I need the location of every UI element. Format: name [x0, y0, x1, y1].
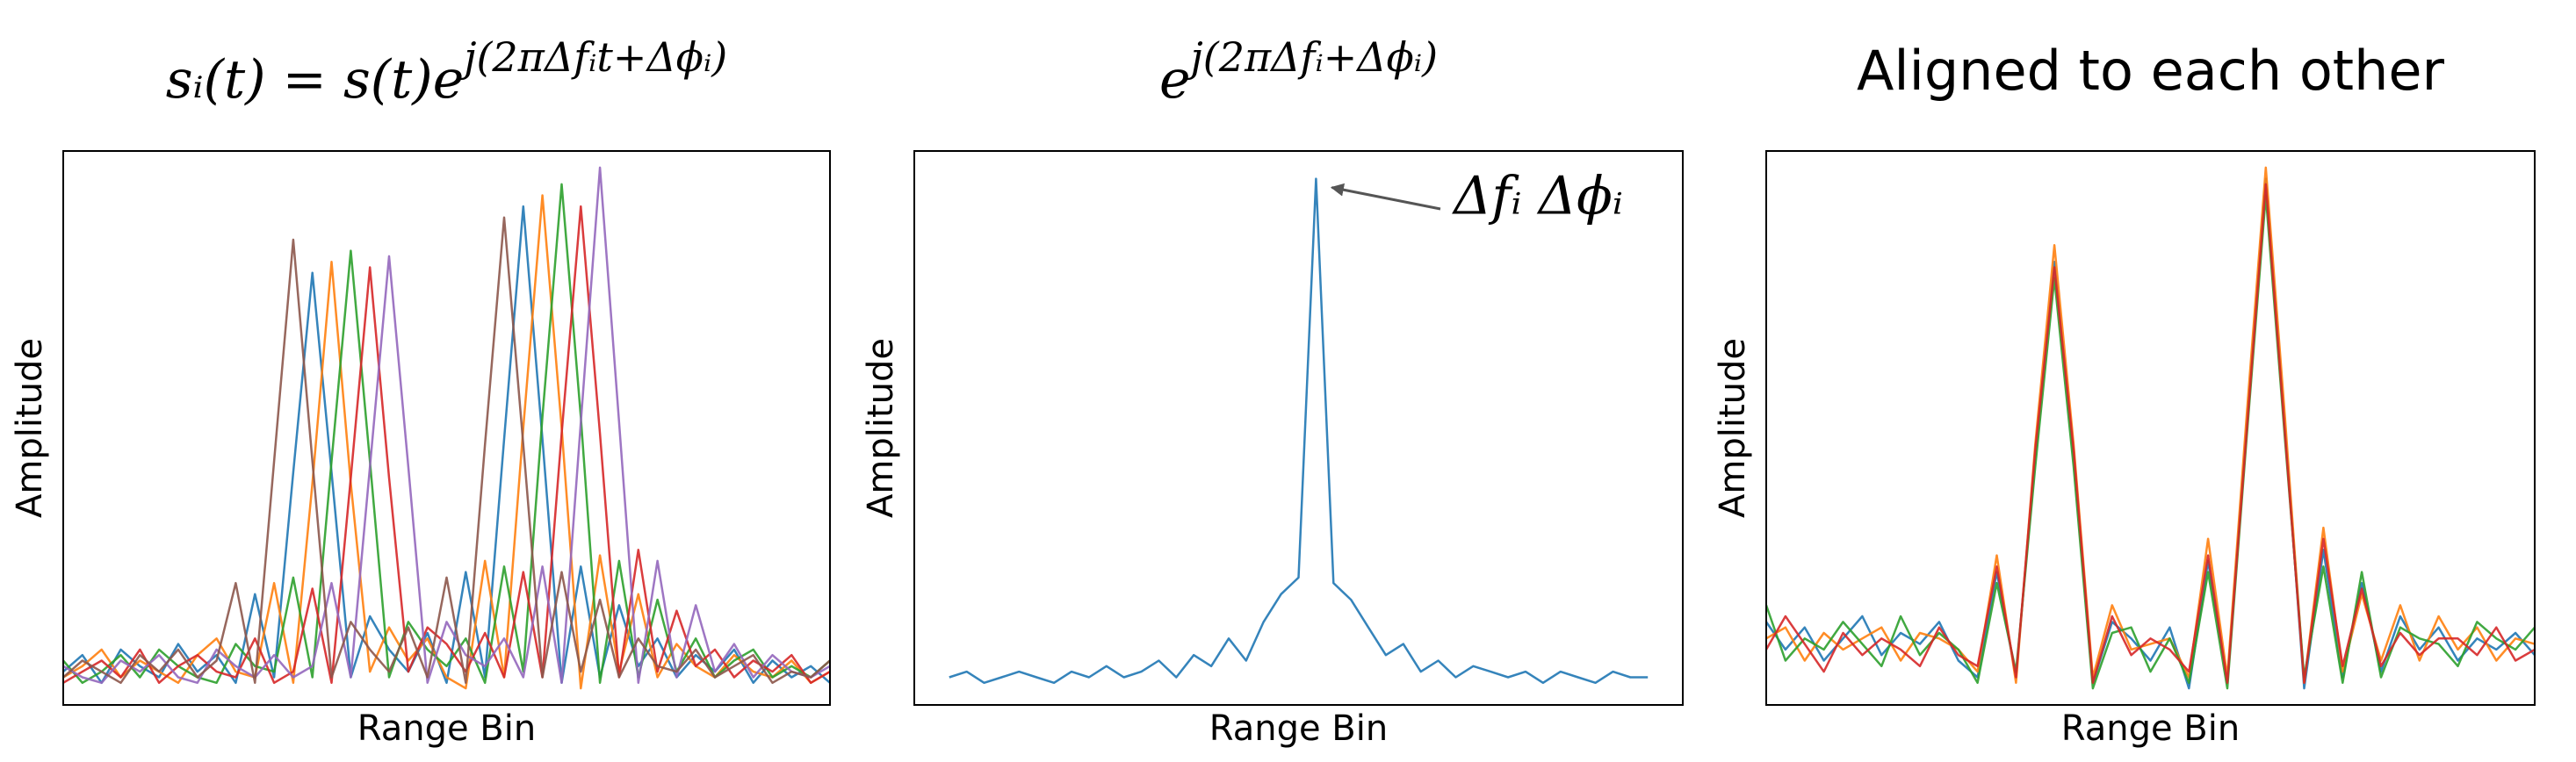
annotation-arrow	[1330, 183, 1441, 211]
series-line	[62, 194, 831, 690]
annotation: Δfᵢ Δϕᵢ	[1452, 166, 1623, 227]
title-base: sᵢ(t) = s(t)e	[166, 49, 464, 111]
title-superscript: j(2πΔfᵢ+Δϕᵢ)	[1182, 33, 1438, 81]
x-axis-label: Range Bin	[357, 708, 536, 749]
y-axis-label: Amplitude	[1713, 338, 1753, 518]
series-line	[62, 205, 831, 685]
series-line	[949, 177, 1649, 685]
title-superscript: j(2πΔfᵢt+Δϕᵢ)	[456, 33, 727, 81]
series-line	[62, 183, 831, 685]
chart-title: Aligned to each other	[1857, 39, 2445, 103]
title-base: e	[1159, 49, 1191, 111]
plot-frame	[913, 150, 1684, 706]
x-axis-label: Range Bin	[1209, 708, 1388, 749]
x-axis-label: Range Bin	[2061, 708, 2240, 749]
plot-frame	[1765, 150, 2536, 706]
series-line	[1764, 194, 2536, 690]
y-axis-label: Amplitude	[861, 338, 901, 518]
chart-title: sᵢ(t) = s(t)ej(2πΔfᵢt+Δϕᵢ)	[166, 33, 727, 111]
series-line	[62, 216, 831, 685]
series-line	[1765, 166, 2536, 685]
series-line	[1764, 183, 2536, 685]
chart-title: ej(2πΔfᵢ+Δϕᵢ)	[1159, 33, 1438, 111]
series-line	[1764, 177, 2536, 690]
plot-frame	[62, 150, 831, 706]
y-axis-label: Amplitude	[10, 338, 50, 518]
series-line	[62, 205, 831, 685]
series-line	[62, 166, 831, 685]
